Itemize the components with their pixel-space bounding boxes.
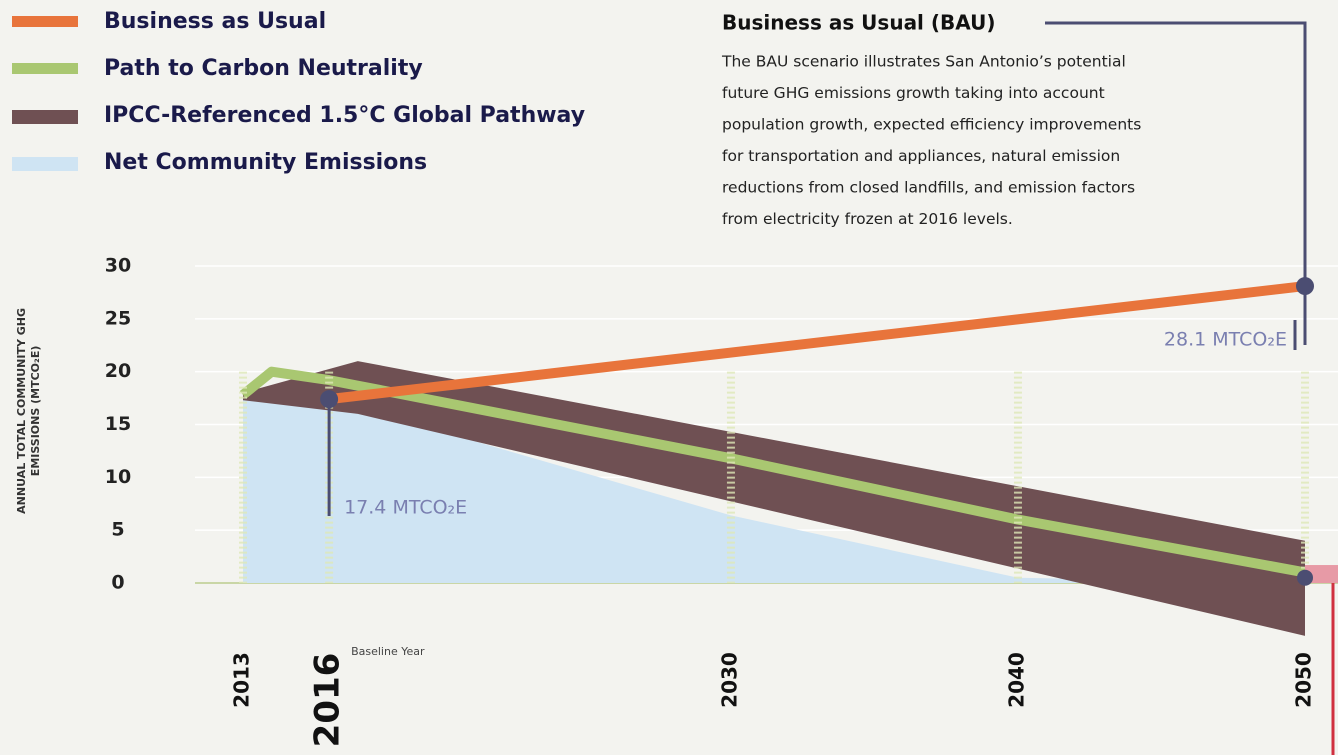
annotation-text: population growth, expected efficiency i… [722,116,1141,134]
annotation-text: future GHG emissions growth taking into … [722,84,1105,102]
y-axis-label: ANNUAL TOTAL COMMUNITY GHG [15,308,28,514]
bau-point [1296,277,1314,296]
annotation-title: Business as Usual (BAU) [722,11,996,35]
baseline-label: Baseline Year [351,645,425,658]
neutral-point [1297,569,1313,586]
legend-label: Net Community Emissions [104,150,427,175]
bau-point [320,390,339,409]
x-tick-label: 2016 [308,653,348,748]
series-line [239,366,1306,578]
series-line [328,281,1306,405]
y-tick-label: 20 [105,360,131,382]
legend-swatch [12,63,78,74]
legend-swatch [12,110,78,124]
annotation-text: reductions from closed landfills, and em… [722,179,1135,197]
legend-swatch [12,16,78,27]
annotation-text: for transportation and appliances, natur… [722,147,1120,165]
x-tick-label: 2030 [717,652,741,708]
legend-label: Business as Usual [104,9,326,34]
value-label: 17.4 MTCO₂E [344,497,467,519]
y-tick-label: 5 [111,519,124,541]
x-tick-label: 2040 [1004,652,1028,708]
legend-swatch [12,157,78,171]
y-axis-label: EMISSIONS (MTCO₂E) [29,346,42,477]
neutral-box [1305,565,1338,584]
annotation-text: from electricity frozen at 2016 levels. [722,210,1013,228]
y-tick-label: 10 [105,466,131,488]
annotation-text: The BAU scenario illustrates San Antonio… [721,53,1126,71]
ipcc-band [243,361,1305,636]
x-tick-label: 2050 [1292,652,1316,708]
x-tick-label: 2013 [230,652,254,708]
value-label: 28.1 MTCO₂E [1164,329,1287,351]
y-tick-label: 15 [105,413,131,435]
y-tick-label: 25 [105,307,131,329]
y-tick-label: 0 [111,572,124,594]
net-emissions-area [243,394,1305,583]
legend-label: IPCC-Referenced 1.5°C Global Pathway [104,103,585,128]
bau-connector [1045,21,1307,345]
legend-label: Path to Carbon Neutrality [104,56,423,81]
y-tick-label: 30 [105,254,131,276]
